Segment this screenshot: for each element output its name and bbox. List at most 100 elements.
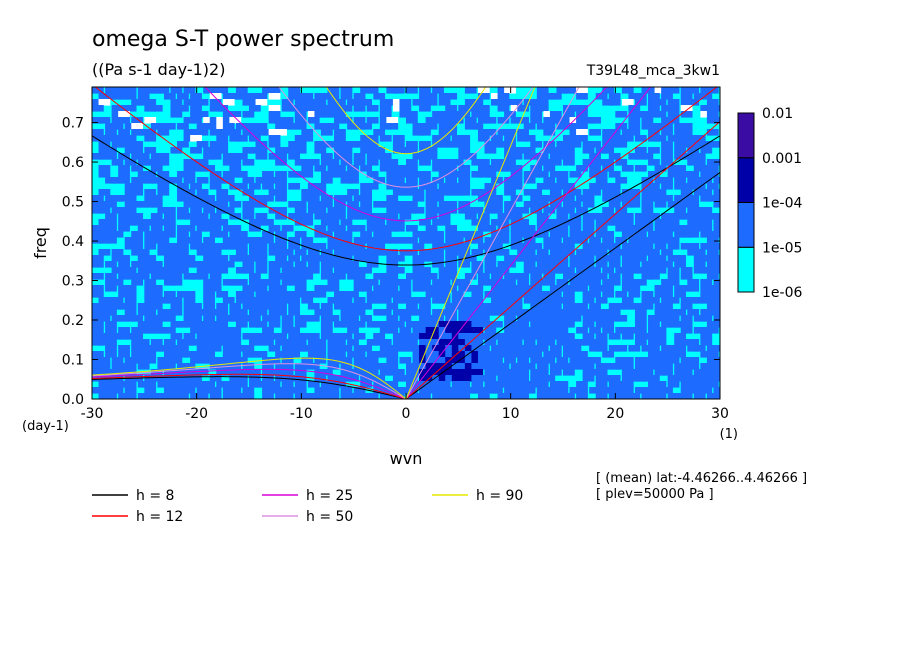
spectrum-cell <box>190 393 202 399</box>
spectrum-cell <box>687 99 700 106</box>
spectrum-cell <box>209 261 222 268</box>
spectrum-cell <box>92 363 104 370</box>
spectrum-cell <box>706 345 719 352</box>
spectrum-cell <box>563 273 575 280</box>
spectrum-cell <box>497 363 510 370</box>
spectrum-cell <box>157 123 170 130</box>
spectrum-cell <box>222 327 235 334</box>
spectrum-cell <box>621 333 634 340</box>
spectrum-cell <box>693 219 706 226</box>
spectrum-cell <box>438 375 451 382</box>
spectrum-cell <box>92 99 104 106</box>
spectrum-cell <box>589 273 601 280</box>
spectrum-cell <box>667 393 680 399</box>
spectrum-cell <box>366 225 379 232</box>
spectrum-cell <box>235 357 248 364</box>
spectrum-cell <box>268 153 281 160</box>
spectrum-cell <box>268 189 281 196</box>
spectrum-cell <box>517 225 529 232</box>
gravity-curve <box>278 87 534 188</box>
spectrum-cell <box>484 327 497 334</box>
spectrum-cell <box>131 201 144 208</box>
spectrum-cell <box>706 141 719 148</box>
spectrum-cell <box>307 207 320 214</box>
spectrum-cell <box>530 117 543 124</box>
spectrum-cell <box>419 123 431 130</box>
spectrum-cell <box>549 285 562 292</box>
spectrum-cell <box>340 393 353 399</box>
spectrum-cell <box>458 387 471 394</box>
spectrum-cell <box>98 219 111 226</box>
spectrum-cell <box>451 183 464 190</box>
spectrum-cell <box>98 93 111 100</box>
spectrum-cell <box>386 321 399 328</box>
spectrum-cell <box>353 141 366 148</box>
spectrum-cell <box>92 303 104 310</box>
spectrum-cell <box>530 171 543 178</box>
spectrum-cell <box>536 315 549 322</box>
spectrum-cell <box>706 111 719 118</box>
spectrum-cell <box>412 189 425 196</box>
spectrum-cell <box>183 381 196 388</box>
spectrum-cell <box>327 225 340 232</box>
spectrum-cell <box>170 255 183 262</box>
spectrum-cell <box>445 207 458 214</box>
spectrum-cell <box>137 159 150 166</box>
spectrum-cell <box>177 321 189 328</box>
spectrum-cell <box>353 93 366 100</box>
spectrum-cell <box>170 297 183 304</box>
spectrum-cell <box>347 201 359 208</box>
spectrum-cell <box>92 225 104 232</box>
spectrum-cell <box>425 375 438 382</box>
spectrum-cell <box>680 189 693 196</box>
spectrum-cell <box>654 333 667 340</box>
spectrum-cell <box>255 297 268 304</box>
spectrum-cell <box>445 93 458 100</box>
spectrum-cell <box>556 183 569 190</box>
spectrum-cell <box>654 351 667 358</box>
spectrum-cell <box>523 291 536 298</box>
spectrum-cell <box>471 339 484 346</box>
spectrum-cell <box>484 279 497 286</box>
spectrum-cell <box>412 273 425 280</box>
spectrum-cell <box>445 117 458 124</box>
spectrum-cell <box>445 375 458 382</box>
spectrum-cell <box>235 291 248 298</box>
spectrum-cell <box>432 321 444 328</box>
spectrum-cell <box>641 153 654 160</box>
spectrum-cell <box>360 123 372 130</box>
spectrum-cell <box>438 123 451 130</box>
spectrum-cell <box>582 141 595 148</box>
spectrum-cell <box>563 123 575 130</box>
spectrum-cell <box>667 273 680 280</box>
spectrum-cell <box>641 375 654 382</box>
spectrum-cell <box>131 147 144 154</box>
spectrum-cell <box>131 177 144 184</box>
spectrum-cell <box>196 345 209 352</box>
spectrum-cell <box>484 189 497 196</box>
spectrum-cell <box>713 117 720 124</box>
spectrum-cell <box>209 327 222 334</box>
spectrum-cell <box>432 117 444 124</box>
spectrum-cell <box>255 147 268 154</box>
spectrum-cell <box>530 333 543 340</box>
spectrum-cell <box>412 345 425 352</box>
spectrum-cell <box>602 99 615 106</box>
spectrum-cell <box>118 225 130 232</box>
spectrum-cell <box>255 303 268 310</box>
spectrum-cell <box>347 321 359 328</box>
spectrum-cell <box>667 213 680 220</box>
spectrum-cell <box>196 321 209 328</box>
spectrum-cell <box>549 249 562 256</box>
spectrum-cell <box>654 237 667 244</box>
spectrum-cell <box>379 225 392 232</box>
spectrum-cell <box>458 345 471 352</box>
spectrum-cell <box>497 375 510 382</box>
spectrum-cell <box>445 129 458 136</box>
spectrum-cell <box>209 345 222 352</box>
spectrum-cell <box>700 381 713 388</box>
spectrum-cell <box>654 387 667 394</box>
spectrum-cell <box>209 267 222 274</box>
spectrum-cell <box>556 285 569 292</box>
spectrum-cell <box>432 135 444 142</box>
